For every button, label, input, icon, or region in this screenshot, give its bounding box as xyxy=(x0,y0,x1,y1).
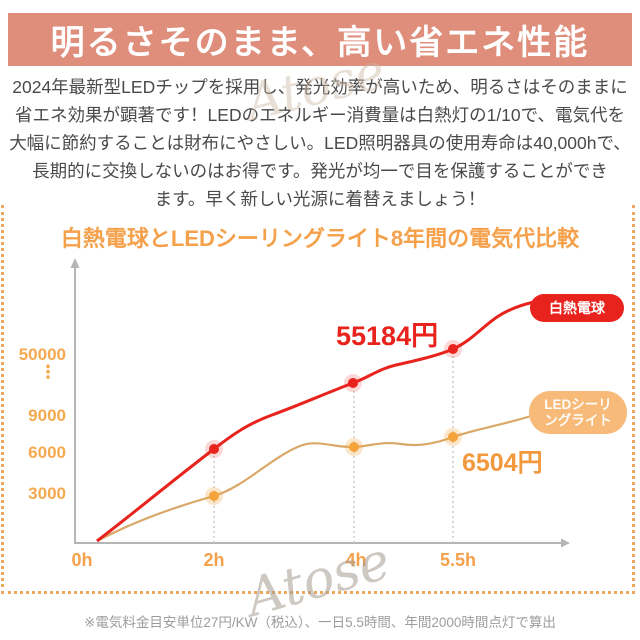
x-axis-arrow-icon xyxy=(561,538,570,548)
y-axis xyxy=(70,258,80,544)
chart-dotted-frame xyxy=(1,205,635,594)
y-tick-3000: 3000 xyxy=(28,484,66,503)
intro-line-1: 2024年最新型LEDチップを採用し、発光効率が高いため、明るさはそのままに xyxy=(12,77,628,97)
intro-line-4: 長期的に交換しないのはお得です。発光が均一で目を保護することができ xyxy=(32,161,608,181)
x-axis xyxy=(74,538,570,548)
intro-paragraph: 2024年最新型LEDチップを採用し、発光効率が高いため、明るさはそのままに 省… xyxy=(0,73,640,213)
y-tick-6000: 6000 xyxy=(28,443,66,462)
guide-lines xyxy=(213,353,454,543)
y-axis-break-ellipsis: ⋮ xyxy=(39,362,57,382)
x-tick-0h: 0h xyxy=(71,550,93,570)
intro-line-2: 省エネ効果が顕著です！LEDのエネルギー消費量は白熱灯の1/10で、電気代を xyxy=(15,105,625,125)
led-total-label: 6504円 xyxy=(462,449,543,477)
y-tick-50000: 50000 xyxy=(18,345,66,364)
intro-line-3: 大幅に節約することは財布にやさしい。LED照明器具の使用寿命は40,000hで、 xyxy=(9,133,631,153)
chart-title: 白熱電球とLEDシーリングライト8年間の電気代比較 xyxy=(60,226,580,251)
led-data-points xyxy=(205,428,462,505)
led-badge-line-1: LEDシーリ xyxy=(544,396,612,412)
banner-heading: 明るさそのまま、高い省エネ性能 xyxy=(8,13,632,66)
x-tick-2h: 2h xyxy=(203,550,225,570)
y-axis-arrow-icon xyxy=(70,258,80,268)
x-tick-4h: 4h xyxy=(345,550,367,570)
incandescent-data-points xyxy=(205,340,462,458)
incandescent-series-line xyxy=(96,300,535,543)
incandescent-series-badge: 白熱電球 xyxy=(530,294,624,322)
incandescent-total-label: 55184円 xyxy=(336,321,439,351)
led-badge-line-2: ングライト xyxy=(544,412,612,428)
x-tick-5.5h: 5.5h xyxy=(439,550,477,570)
footer-note: ※電気料金目安単位27円/KW（税込）、一日5.5時間、年間2000時間点灯で算… xyxy=(84,615,556,630)
y-tick-9000: 9000 xyxy=(28,406,66,425)
intro-line-5: ます。早く新しい光源に着替えましょう！ xyxy=(154,189,486,209)
led-series-badge: LEDシーリ ングライト xyxy=(529,391,627,434)
